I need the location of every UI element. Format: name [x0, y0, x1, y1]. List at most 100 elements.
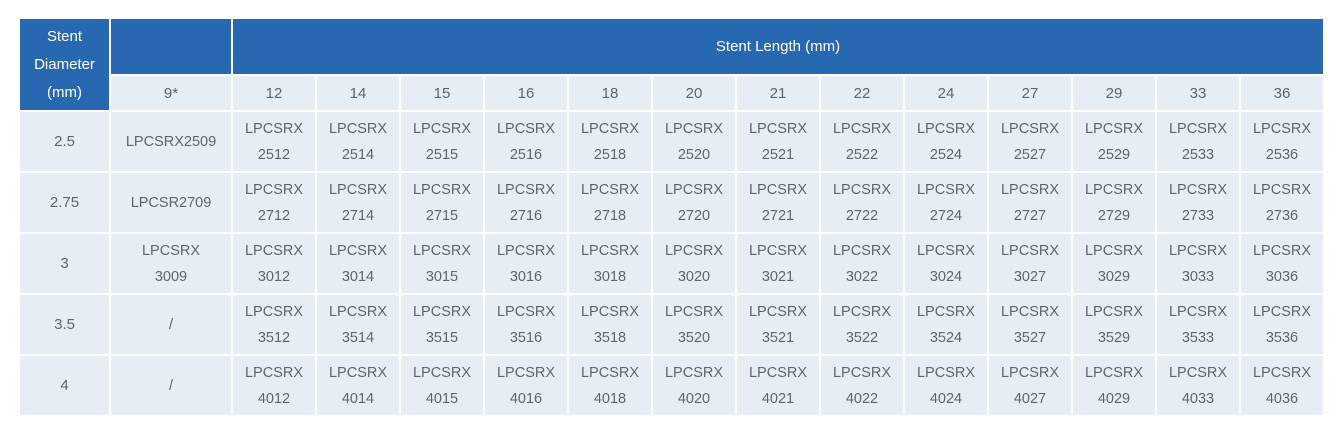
column-header-24: 24	[905, 76, 987, 110]
table-row-diameter-3.5: 3.5/LPCSRX 3512 LPCSRX 3514 LPCSRX 3515 LPC…	[20, 295, 1323, 354]
product-code-cell: LPCSRX2509	[111, 112, 231, 171]
table-row-diameter-2.5: 2.5 LPCSRX2509 LPCSRX 2512 LPCSRX 2514 LPCSR…	[20, 112, 1323, 171]
product-code-cell: LPCSRX 3512	[233, 295, 315, 354]
product-code-cell: LPCSRX 2721	[737, 173, 819, 232]
product-code-cell: LPCSRX 4018	[569, 356, 651, 415]
product-code-cell: LPCSRX 2520	[653, 112, 735, 171]
product-code-cell: LPCSRX 3515	[401, 295, 483, 354]
product-code-cell: LPCSRX 3012	[233, 234, 315, 293]
product-code-cell: LPCSRX 3516	[485, 295, 567, 354]
product-code-cell: /	[111, 295, 231, 354]
spacer-header-cell	[111, 19, 231, 74]
product-code-cell: LPCSRX 2536	[1241, 112, 1323, 171]
product-code-cell: LPCSRX 4033	[1157, 356, 1239, 415]
stent-size-table: Stent Diameter (mm) Stent Length (mm) 9*…	[18, 17, 1325, 417]
product-code-cell: LPCSRX 3518	[569, 295, 651, 354]
column-header-row: 9* 12 14 15 16 18 20 21 22 24 27 29 33 36	[20, 76, 1323, 110]
product-code-cell: LPCSRX 4024	[905, 356, 987, 415]
product-code-cell: LPCSRX 2718	[569, 173, 651, 232]
product-code-cell: LPCSRX 3033	[1157, 234, 1239, 293]
product-code-cell: LPCSRX 2514	[317, 112, 399, 171]
column-header-15: 15	[401, 76, 483, 110]
product-code-cell: LPCSRX 3520	[653, 295, 735, 354]
table-row-diameter-2.75: 2.75 LPCSR2709 LPCSRX 2712 LPCSRX 2714 LPCSR…	[20, 173, 1323, 232]
product-code-cell: LPCSRX 2524	[905, 112, 987, 171]
product-code-cell: LPCSRX 2715	[401, 173, 483, 232]
product-code-cell: LPCSRX 4016	[485, 356, 567, 415]
column-header-22: 22	[821, 76, 903, 110]
product-code-cell: LPCSRX 3527	[989, 295, 1071, 354]
product-code-cell: LPCSRX 2722	[821, 173, 903, 232]
product-code-cell: LPCSRX 4015	[401, 356, 483, 415]
product-code-cell: LPCSRX 4029	[1073, 356, 1155, 415]
product-code-cell: LPCSRX 3021	[737, 234, 819, 293]
column-header-29: 29	[1073, 76, 1155, 110]
product-code-cell: LPCSRX 2518	[569, 112, 651, 171]
column-header-36: 36	[1241, 76, 1323, 110]
product-code-cell: LPCSRX 3024	[905, 234, 987, 293]
column-header-16: 16	[485, 76, 567, 110]
product-code-cell: LPCSRX 2724	[905, 173, 987, 232]
product-code-cell: LPCSRX 3529	[1073, 295, 1155, 354]
product-code-cell: LPCSRX 4014	[317, 356, 399, 415]
product-code-cell: LPCSRX 3514	[317, 295, 399, 354]
product-code-cell: LPCSRX 2527	[989, 112, 1071, 171]
column-header-21: 21	[737, 76, 819, 110]
product-code-cell: /	[111, 356, 231, 415]
diameter-cell: 2.75	[20, 173, 109, 232]
product-code-cell: LPCSRX 2714	[317, 173, 399, 232]
product-code-cell: LPCSRX 3022	[821, 234, 903, 293]
diameter-cell: 3.5	[20, 295, 109, 354]
column-header-14: 14	[317, 76, 399, 110]
product-code-cell: LPCSRX 3533	[1157, 295, 1239, 354]
product-code-cell: LPCSRX 2521	[737, 112, 819, 171]
product-code-cell: LPCSRX 3018	[569, 234, 651, 293]
product-code-cell: LPCSRX 3020	[653, 234, 735, 293]
column-header-27: 27	[989, 76, 1071, 110]
product-code-cell: LPCSRX 3027	[989, 234, 1071, 293]
diameter-cell: 4	[20, 356, 109, 415]
product-code-cell: LPCSRX 2516	[485, 112, 567, 171]
table-header-row-top: Stent Diameter (mm) Stent Length (mm)	[20, 19, 1323, 110]
column-header-20: 20	[653, 76, 735, 110]
product-code-cell: LPCSRX 2522	[821, 112, 903, 171]
product-code-cell: LPCSRX 2733	[1157, 173, 1239, 232]
product-code-cell: LPCSRX 2716	[485, 173, 567, 232]
product-code-cell: LPCSRX 3521	[737, 295, 819, 354]
column-header-9-star: 9*	[111, 76, 231, 110]
product-code-cell: LPCSRX 3522	[821, 295, 903, 354]
product-code-cell: LPCSRX 3029	[1073, 234, 1155, 293]
product-code-cell: LPCSRX 4020	[653, 356, 735, 415]
product-code-cell: LPCSRX 3036	[1241, 234, 1323, 293]
product-code-cell: LPCSR2709	[111, 173, 231, 232]
product-code-cell: LPCSRX 3524	[905, 295, 987, 354]
product-code-cell: LPCSRX 4036	[1241, 356, 1323, 415]
table-row-diameter-4: 4/LPCSRX 4012 LPCSRX 4014 LPCSRX 4015 LPCSR…	[20, 356, 1323, 415]
product-code-cell: LPCSRX 2512	[233, 112, 315, 171]
product-code-cell: LPCSRX 3016	[485, 234, 567, 293]
product-code-cell: LPCSRX 3536	[1241, 295, 1323, 354]
product-code-cell: LPCSRX 4022	[821, 356, 903, 415]
product-code-cell: LPCSRX 2515	[401, 112, 483, 171]
product-code-cell: LPCSRX 4012	[233, 356, 315, 415]
stent-length-header: Stent Length (mm)	[233, 19, 1323, 74]
diameter-cell: 2.5	[20, 112, 109, 171]
table-body: 2.5 LPCSRX2509 LPCSRX 2512 LPCSRX 2514 LPCSR…	[20, 112, 1323, 415]
column-header-33: 33	[1157, 76, 1239, 110]
product-code-cell: LPCSRX 2712	[233, 173, 315, 232]
table-row-diameter-3: 3 LPCSRX 3009 LPCSRX 3012 LPCSRX 3014 LPCSRX…	[20, 234, 1323, 293]
product-code-cell: LPCSRX 2529	[1073, 112, 1155, 171]
product-code-cell: LPCSRX 2533	[1157, 112, 1239, 171]
product-code-cell: LPCSRX 2729	[1073, 173, 1155, 232]
product-code-cell: LPCSRX 3015	[401, 234, 483, 293]
product-code-cell: LPCSRX 2720	[653, 173, 735, 232]
column-header-18: 18	[569, 76, 651, 110]
product-code-cell: LPCSRX 4027	[989, 356, 1071, 415]
column-header-12: 12	[233, 76, 315, 110]
product-code-cell: LPCSRX 2727	[989, 173, 1071, 232]
product-code-cell: LPCSRX 3009	[111, 234, 231, 293]
diameter-cell: 3	[20, 234, 109, 293]
stent-diameter-header: Stent Diameter (mm)	[20, 19, 109, 110]
product-code-cell: LPCSRX 2736	[1241, 173, 1323, 232]
